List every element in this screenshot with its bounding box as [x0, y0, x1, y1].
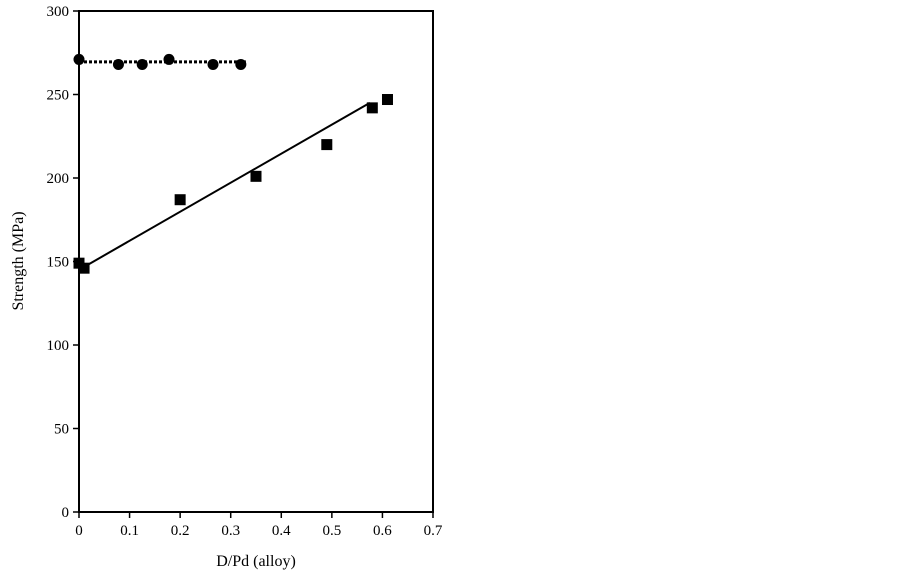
- y-axis-title: Strength (MPa): [10, 211, 27, 310]
- axes: 0 0.1 0.2 0.3 0.4 0.5 0.6 0.7 0 50 100 150 200 250 300: [47, 4, 443, 539]
- trendline-series-2: [78, 101, 371, 271]
- x-tick-label: 0.6: [373, 523, 392, 539]
- y-tick-label: 50: [54, 422, 69, 438]
- x-tick-label: 0.7: [424, 523, 443, 539]
- x-tick-label: 0.2: [171, 523, 190, 539]
- x-tick-label: 0: [75, 523, 83, 539]
- x-tick-label: 0.5: [322, 523, 341, 539]
- data-point-circle: [163, 53, 175, 65]
- data-point-square: [381, 94, 393, 106]
- x-tick-label: 0.4: [272, 523, 291, 539]
- y-tick-label: 200: [47, 171, 70, 187]
- data-point-square: [78, 262, 90, 274]
- x-tick-label: 0.1: [120, 523, 139, 539]
- y-tick-label: 300: [47, 4, 70, 20]
- y-tick-label: 100: [47, 338, 70, 354]
- data-point-square: [174, 194, 186, 206]
- plot-frame: [78, 10, 434, 513]
- y-tick-label: 250: [47, 88, 70, 104]
- y-tick-label: 150: [47, 255, 70, 271]
- y-tick-label: 0: [62, 505, 70, 521]
- data-points: [73, 53, 393, 274]
- data-point-circle: [73, 53, 85, 65]
- data-point-square: [321, 139, 333, 151]
- data-point-circle: [136, 58, 148, 70]
- data-point-square: [250, 170, 262, 182]
- trendlines: [78, 60, 371, 271]
- x-tick-label: 0.3: [221, 523, 240, 539]
- data-point-circle: [235, 58, 247, 70]
- data-point-square: [366, 102, 378, 114]
- x-axis-title: D/Pd (alloy): [216, 553, 296, 570]
- data-point-circle: [207, 58, 219, 70]
- data-point-circle: [112, 58, 124, 70]
